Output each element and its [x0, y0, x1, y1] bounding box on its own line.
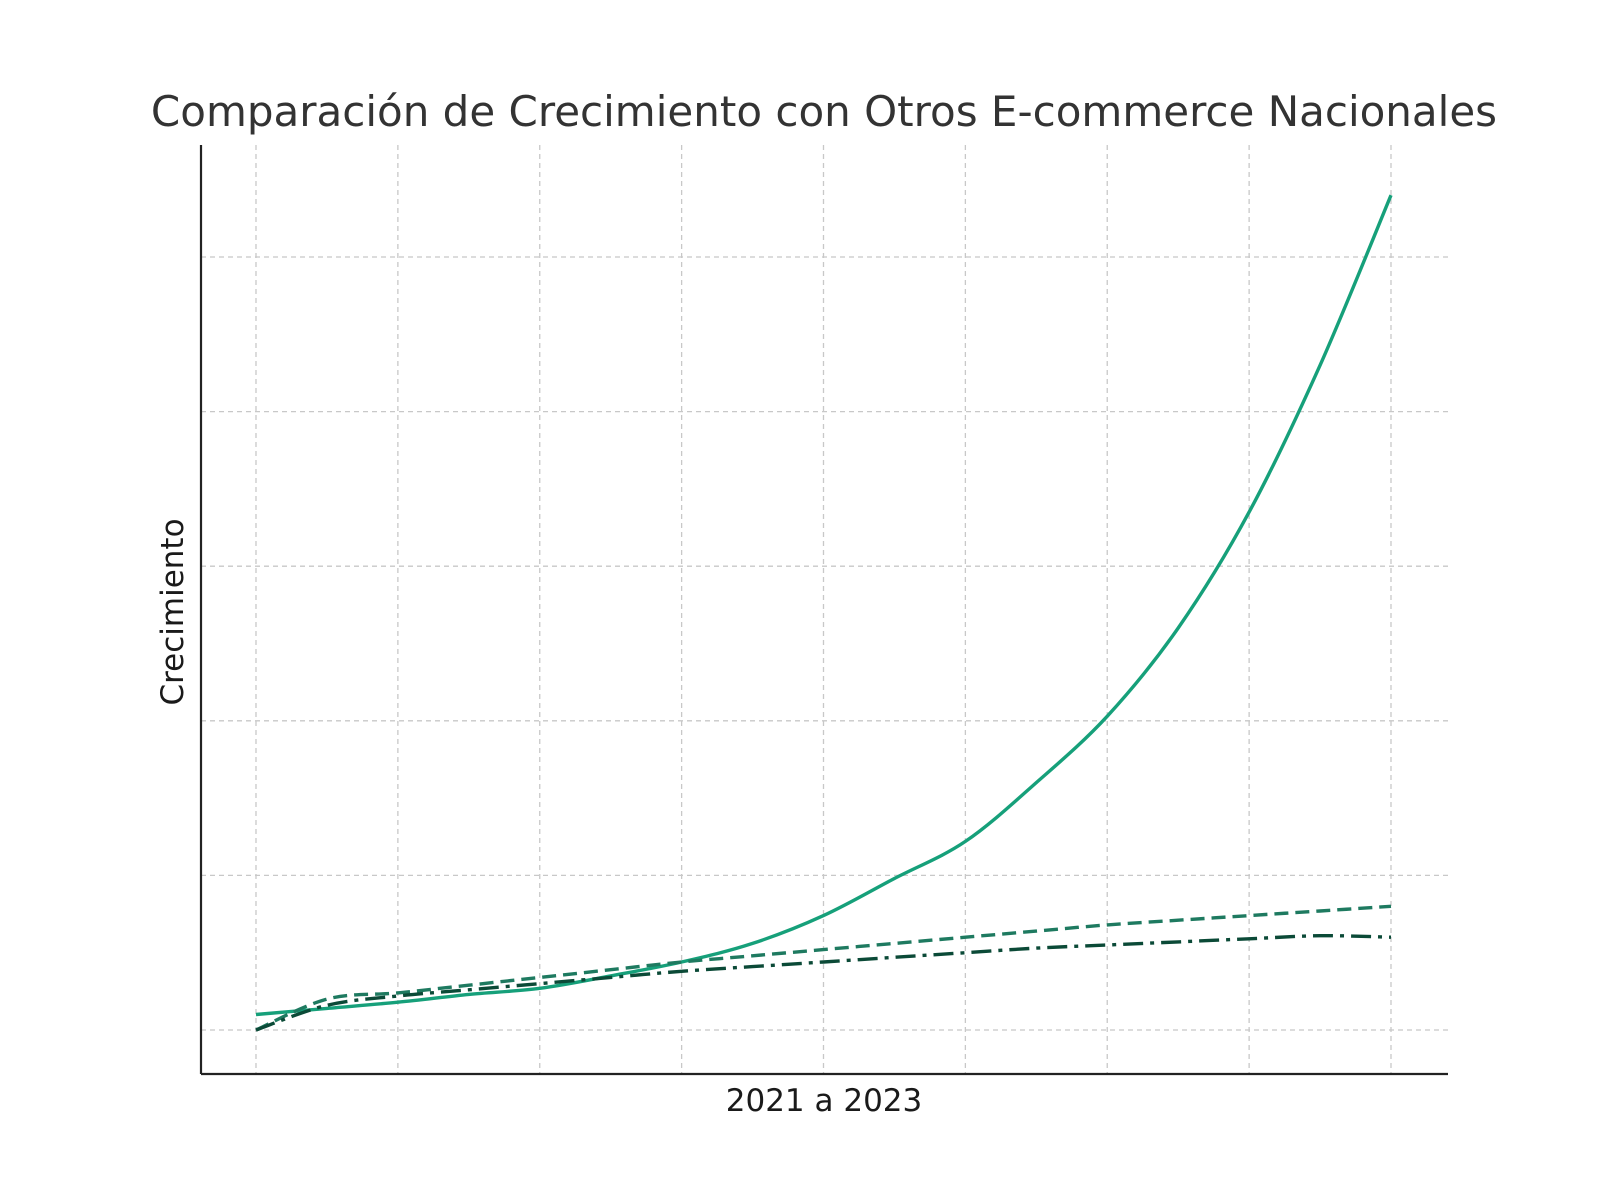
y-axis-label: Crecimiento [155, 518, 191, 705]
chart-title: Comparación de Crecimiento con Otros E-c… [151, 87, 1497, 136]
x-gridlines [255, 145, 1392, 1074]
series-line-dashdot [255, 933, 1392, 1032]
y-gridlines [201, 256, 1448, 1031]
series-lines [255, 194, 1393, 1032]
series-line-solid [255, 194, 1393, 1017]
x-axis-label: 2021 a 2023 [726, 1083, 923, 1119]
series-line-dashed [255, 904, 1392, 1032]
